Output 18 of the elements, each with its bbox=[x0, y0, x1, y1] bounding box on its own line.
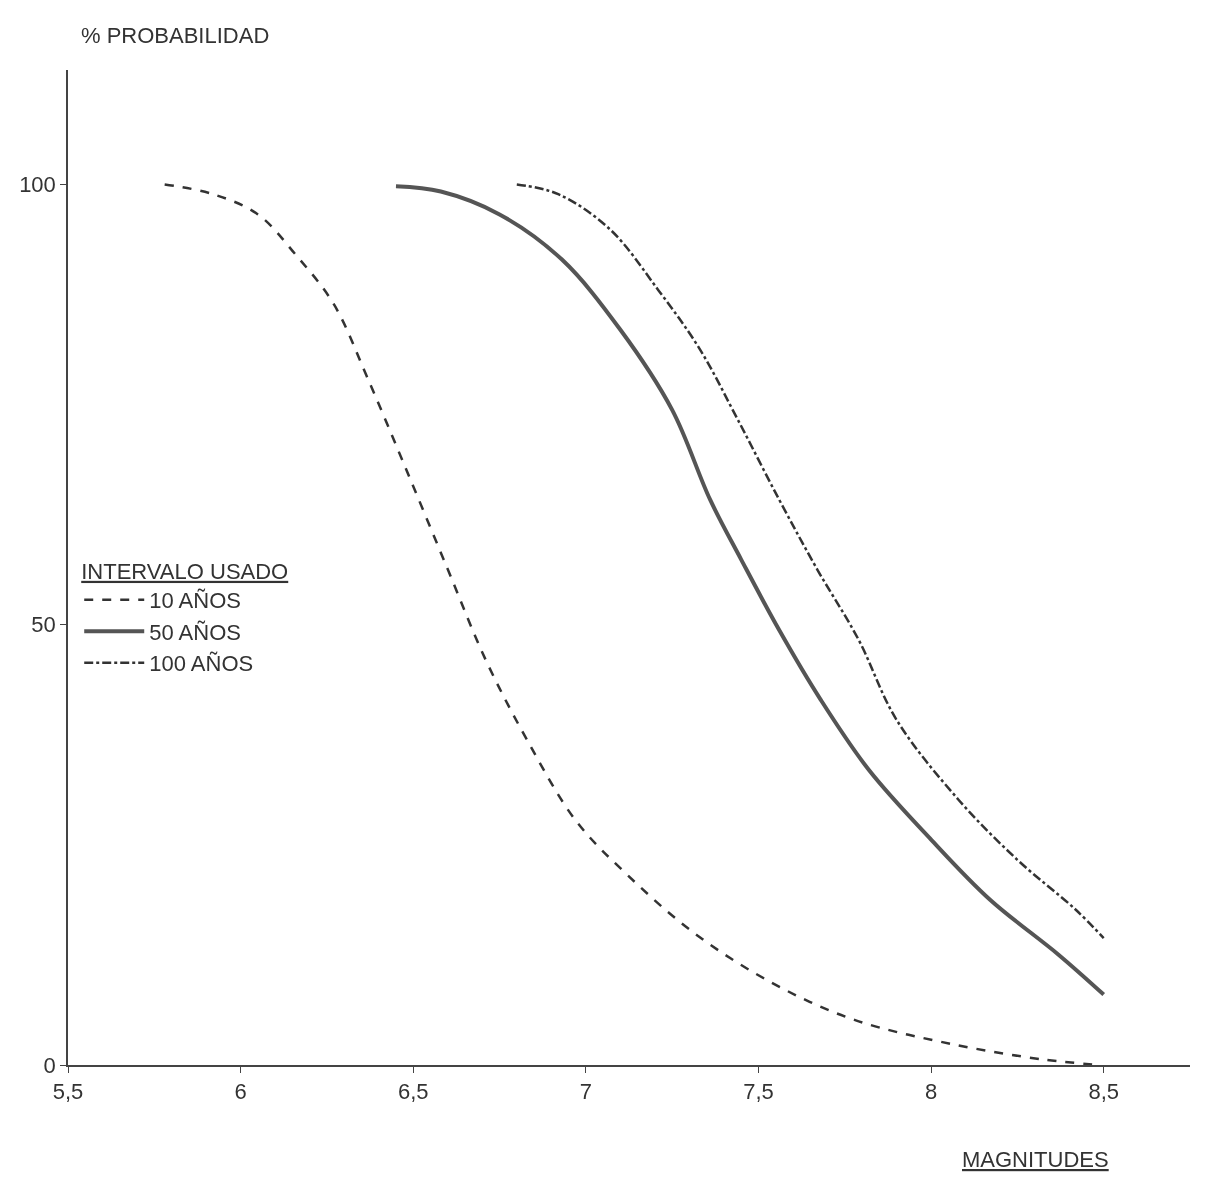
x-axis-title: MAGNITUDES bbox=[962, 1147, 1109, 1172]
y-tick-label: 100 bbox=[19, 172, 56, 198]
x-tick-label: 7 bbox=[579, 1079, 592, 1105]
x-tick-label: 8,5 bbox=[1088, 1079, 1119, 1105]
y-tick-label: 0 bbox=[43, 1052, 56, 1078]
y-tick-label: 50 bbox=[31, 612, 56, 638]
legend-label: 50 AÑOS bbox=[149, 619, 241, 645]
line-series bbox=[393, 184, 1106, 997]
x-tick-label: 6 bbox=[234, 1079, 247, 1105]
y-axis-title: % PROBABILIDAD bbox=[81, 23, 270, 48]
legend-label: 100 AÑOS bbox=[149, 651, 254, 677]
legend-label: 10 AÑOS bbox=[149, 588, 241, 614]
x-tick-label: 7,5 bbox=[743, 1079, 774, 1105]
x-tick-label: 6,5 bbox=[397, 1079, 429, 1105]
x-tick-label: 5,5 bbox=[52, 1079, 84, 1105]
line-series bbox=[515, 183, 1105, 940]
legend-title: INTERVALO USADO bbox=[81, 558, 289, 584]
x-tick-label: 8 bbox=[924, 1079, 938, 1105]
